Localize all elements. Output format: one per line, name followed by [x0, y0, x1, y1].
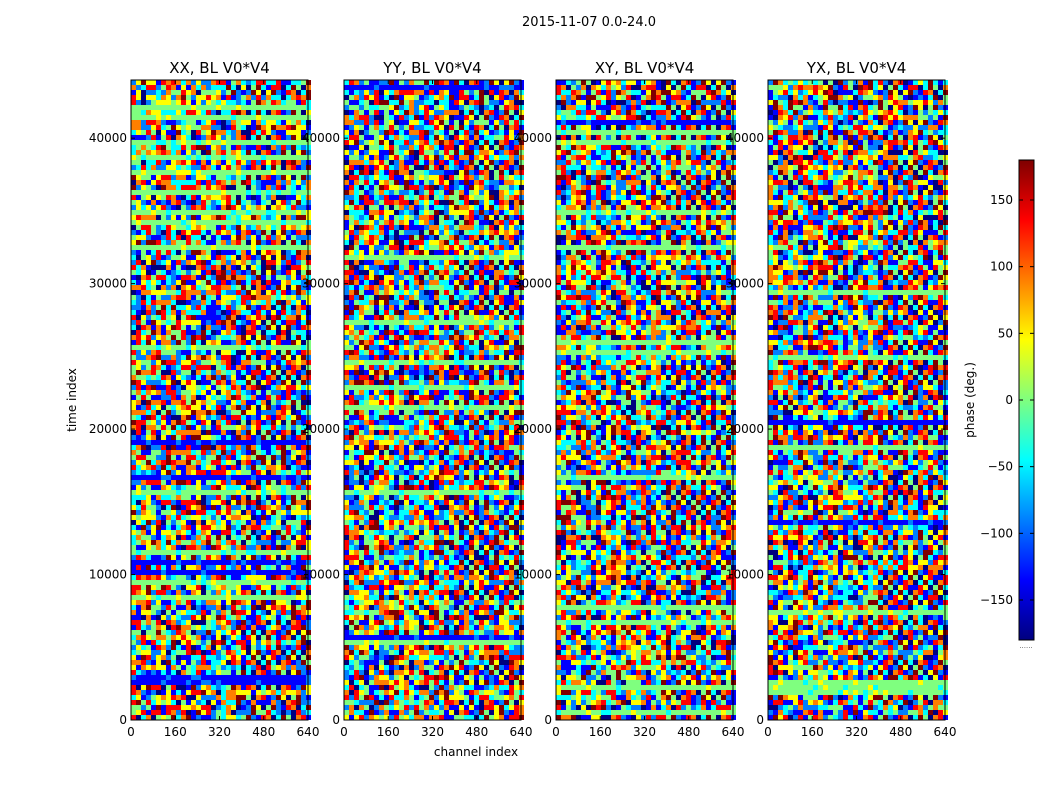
y-tick-label: 10000: [514, 568, 552, 582]
y-tick-label: 0: [332, 713, 340, 727]
heatmap-xy: [556, 80, 736, 720]
colorbar-tick-label: −150: [980, 593, 1013, 607]
colorbar-tick-label: 100: [990, 260, 1013, 274]
panel-title: YX, BL V0*V4: [806, 59, 907, 77]
x-tick-label: 0: [340, 725, 348, 739]
x-tick-label: 320: [845, 725, 868, 739]
heatmap-yy: [344, 80, 524, 720]
panel-title: XX, BL V0*V4: [169, 59, 270, 77]
x-tick-label: 160: [589, 725, 612, 739]
y-tick-label: 30000: [89, 277, 127, 291]
y-tick-label: 30000: [302, 277, 340, 291]
x-tick-label: 480: [252, 725, 275, 739]
colorbar-label: phase (deg.): [963, 362, 977, 438]
y-tick-label: 10000: [302, 568, 340, 582]
x-tick-label: 480: [677, 725, 700, 739]
y-axis-label: time index: [65, 368, 79, 432]
y-tick-label: 0: [756, 713, 764, 727]
x-axis-label: channel index: [434, 745, 518, 759]
panel-yx: YX, BL V0*V4 0 160 320 480 640 0 10000 20000 3000…: [726, 59, 957, 739]
figure: 2015-11-07 0.0-24.0 XX, BL V0*V4 0 160 320 4…: [0, 0, 1050, 800]
panel-title: YY, BL V0*V4: [382, 59, 481, 77]
panel-xy: XY, BL V0*V4 0 160 320 480 640 0 10000 20000 3000…: [514, 59, 745, 739]
y-tick-label: 10000: [89, 568, 127, 582]
y-tick-label: 0: [119, 713, 127, 727]
figure-title: 2015-11-07 0.0-24.0: [522, 15, 656, 30]
heatmap-yx: [768, 80, 948, 720]
x-tick-label: 0: [764, 725, 772, 739]
heatmap-xx: [131, 80, 311, 720]
x-tick-label: 0: [552, 725, 560, 739]
colorbar: phase (deg.) ...... −150 −100 −50 0 50 100 150: [963, 160, 1034, 650]
colorbar-tick-label: −100: [980, 526, 1013, 540]
colorbar-tick-label: 150: [990, 193, 1013, 207]
x-tick-label: 640: [934, 725, 957, 739]
y-tick-label: 20000: [514, 422, 552, 436]
x-tick-label: 320: [421, 725, 444, 739]
x-tick-label: 480: [465, 725, 488, 739]
y-tick-label: 30000: [726, 277, 764, 291]
y-tick-label: 20000: [302, 422, 340, 436]
y-tick-label: 30000: [514, 277, 552, 291]
y-tick-label: 20000: [726, 422, 764, 436]
y-tick-label: 0: [544, 713, 552, 727]
colorbar-tick-label: −50: [988, 460, 1013, 474]
x-tick-label: 160: [377, 725, 400, 739]
colorbar-tick-label: 50: [998, 326, 1013, 340]
x-tick-label: 480: [889, 725, 912, 739]
y-tick-label: 40000: [514, 131, 552, 145]
panel-yy: YY, BL V0*V4 0 160 320 480 640 0 10000 20000 3000…: [302, 59, 533, 739]
panel-xx: XX, BL V0*V4 0 160 320 480 640 0 10000 20000 3000…: [89, 59, 320, 739]
y-tick-label: 40000: [89, 131, 127, 145]
colorbar-bottom-text: ......: [1019, 642, 1032, 650]
x-tick-label: 640: [722, 725, 745, 739]
colorbar-tick-label: 0: [1005, 393, 1013, 407]
x-tick-label: 160: [801, 725, 824, 739]
panels: XX, BL V0*V4 0 160 320 480 640 0 10000 20000 3000…: [89, 59, 957, 739]
x-tick-label: 0: [127, 725, 135, 739]
y-tick-label: 10000: [726, 568, 764, 582]
x-tick-label: 320: [208, 725, 231, 739]
y-tick-label: 40000: [302, 131, 340, 145]
y-tick-label: 20000: [89, 422, 127, 436]
x-tick-label: 640: [297, 725, 320, 739]
panel-title: XY, BL V0*V4: [595, 59, 695, 77]
x-tick-label: 640: [510, 725, 533, 739]
x-tick-label: 320: [633, 725, 656, 739]
y-tick-label: 40000: [726, 131, 764, 145]
x-tick-label: 160: [164, 725, 187, 739]
